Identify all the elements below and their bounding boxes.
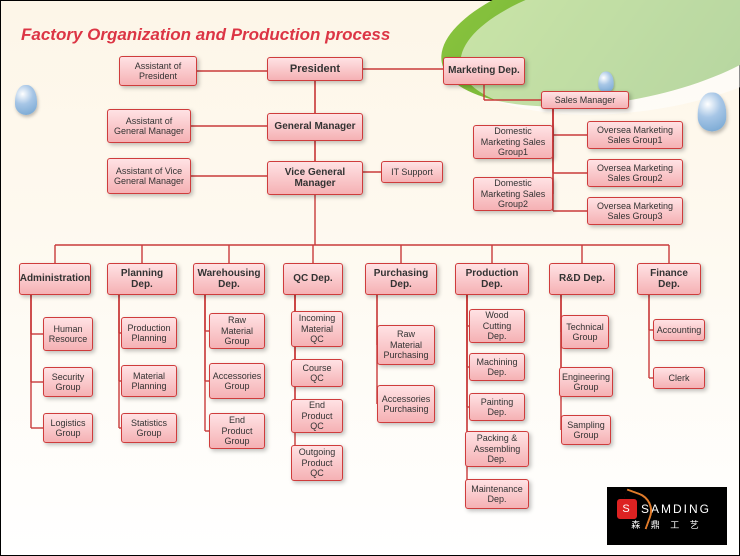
water-droplet (15, 85, 37, 115)
node-inqc: Incoming Material QC (291, 311, 343, 347)
node-maint: Maintenance Dep. (465, 479, 529, 509)
node-wh: Warehousing Dep. (193, 263, 265, 295)
node-mp: Material Planning (121, 365, 177, 397)
node-qc: QC Dep. (283, 263, 343, 295)
orgchart-stage: Factory Organization and Production proc… (0, 0, 740, 556)
node-eng: Engineering Group (559, 367, 613, 397)
node-acct: Accounting (653, 319, 705, 341)
node-purch: Purchasing Dep. (365, 263, 437, 295)
node-cqc: Course QC (291, 359, 343, 387)
node-president: President (267, 57, 363, 81)
node-rmp: Raw Material Purchasing (377, 325, 435, 365)
node-asst-vgm: Assistant of Vice General Manager (107, 158, 191, 194)
node-oqc: Outgoing Product QC (291, 445, 343, 481)
node-mkt: Marketing Dep. (443, 57, 525, 85)
node-vgm: Vice General Manager (267, 161, 363, 195)
node-pack: Packing & Assembling Dep. (465, 431, 529, 467)
node-endp: End Product Group (209, 413, 265, 449)
node-ov1: Oversea Marketing Sales Group1 (587, 121, 683, 149)
node-pp: Production Planning (121, 317, 177, 349)
node-ov2: Oversea Marketing Sales Group2 (587, 159, 683, 187)
node-rd: R&D Dep. (549, 263, 615, 295)
node-ov3: Oversea Marketing Sales Group3 (587, 197, 683, 225)
node-asst-gm: Assistant of General Manager (107, 109, 191, 143)
brand-badge: S (617, 499, 637, 519)
node-stat: Statistics Group (121, 413, 177, 443)
brand-logo: S SAMDING 森 鼎 工 艺 (607, 487, 727, 545)
node-wood: Wood Cutting Dep. (469, 309, 525, 343)
node-mach: Machining Dep. (469, 353, 525, 381)
node-asst-pres: Assistant of President (119, 56, 197, 86)
water-droplet (598, 72, 613, 93)
node-fin: Finance Dep. (637, 263, 701, 295)
node-admin: Administration (19, 263, 91, 295)
node-samp: Sampling Group (561, 415, 611, 445)
node-accp: Accessories Purchasing (377, 385, 435, 423)
node-gm: General Manager (267, 113, 363, 141)
node-tech: Technical Group (561, 315, 609, 349)
node-plan: Planning Dep. (107, 263, 177, 295)
node-sec: Security Group (43, 367, 93, 397)
node-prod: Production Dep. (455, 263, 529, 295)
node-dom2: Domestic Marketing Sales Group2 (473, 177, 553, 211)
water-droplet (698, 93, 727, 132)
node-sales-mgr: Sales Manager (541, 91, 629, 109)
node-dom1: Domestic Marketing Sales Group1 (473, 125, 553, 159)
node-hr: Human Resource (43, 317, 93, 351)
node-raw: Raw Material Group (209, 313, 265, 349)
node-paint: Painting Dep. (469, 393, 525, 421)
node-clerk: Clerk (653, 367, 705, 389)
node-it: IT Support (381, 161, 443, 183)
node-eqc: End Product QC (291, 399, 343, 433)
node-log: Logistics Group (43, 413, 93, 443)
node-acc: Accessories Group (209, 363, 265, 399)
